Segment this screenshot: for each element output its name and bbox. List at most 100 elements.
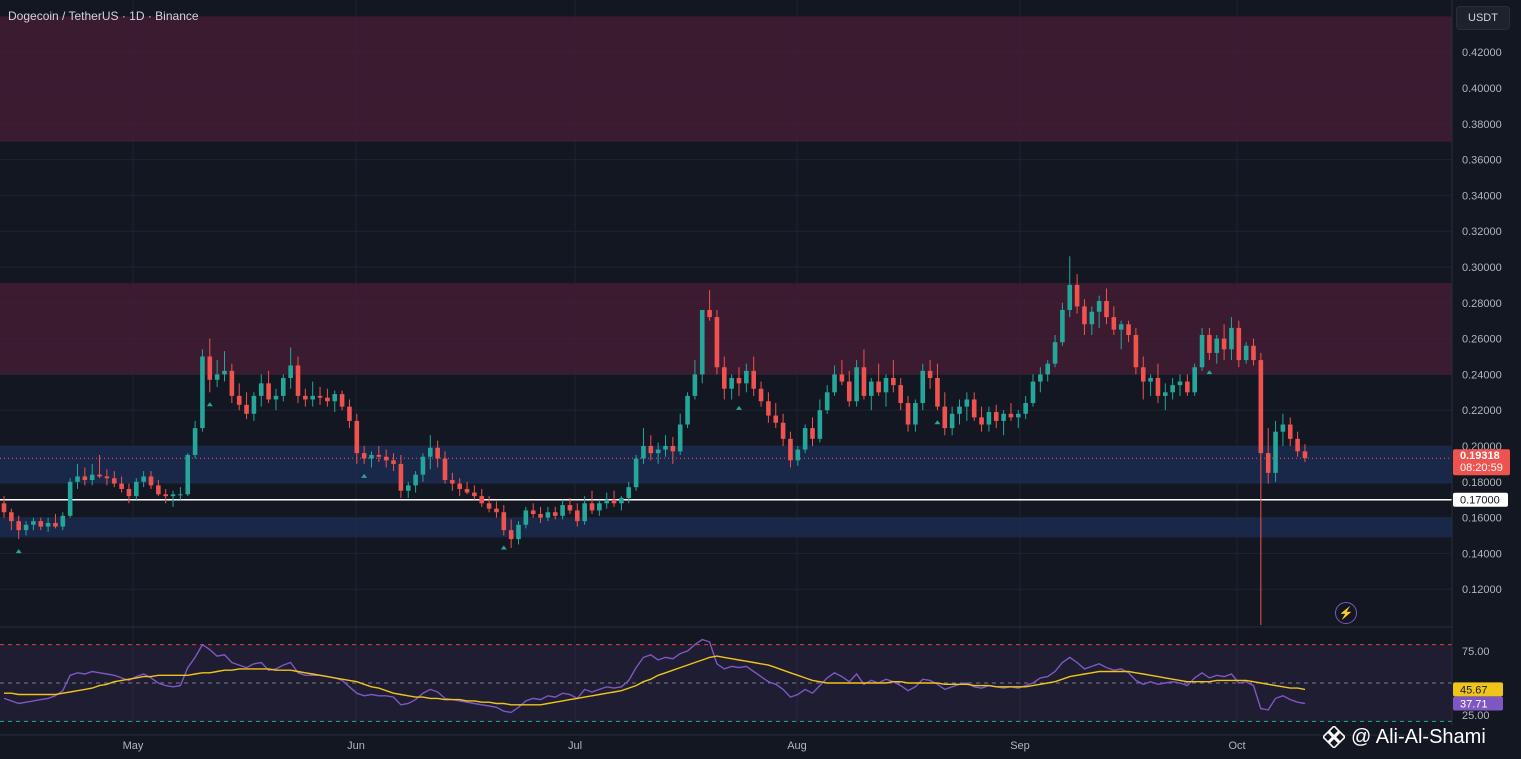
candle <box>251 395 257 414</box>
candle <box>957 406 962 414</box>
candle <box>442 458 448 481</box>
candle <box>795 449 801 461</box>
candle <box>824 392 830 411</box>
candle <box>964 399 970 407</box>
candle <box>883 377 889 393</box>
candle <box>869 381 874 396</box>
candle <box>920 370 926 404</box>
candle <box>1258 360 1264 454</box>
candle <box>1126 324 1131 336</box>
candle <box>707 309 712 318</box>
candle <box>1302 451 1308 459</box>
candle <box>758 388 764 402</box>
candle <box>773 415 779 423</box>
candle <box>200 356 205 429</box>
candle <box>891 377 896 386</box>
countdown-label: 08:20:59 <box>1460 462 1503 474</box>
candle <box>567 505 573 511</box>
candle <box>185 454 191 495</box>
price-tick-label: 0.24000 <box>1462 369 1502 381</box>
month-label: Jul <box>568 740 582 752</box>
candle <box>751 370 756 389</box>
candle <box>1001 413 1006 421</box>
candle <box>560 505 565 516</box>
candle <box>993 411 999 421</box>
candle <box>1251 345 1256 361</box>
candle <box>420 456 426 475</box>
candle <box>119 483 124 489</box>
price-tick-label: 0.26000 <box>1462 334 1502 346</box>
candle <box>942 406 948 429</box>
resistance-zone <box>0 16 1452 142</box>
candle <box>405 485 411 491</box>
candle <box>832 374 837 393</box>
candle <box>971 399 977 418</box>
last-price-tag <box>1453 449 1510 476</box>
candle <box>207 356 213 380</box>
candle <box>905 403 911 425</box>
candle <box>170 494 176 497</box>
candle <box>626 487 632 498</box>
candle <box>633 458 639 488</box>
candle <box>31 521 36 525</box>
candle <box>332 394 338 402</box>
candle <box>949 413 955 429</box>
candle <box>354 420 360 454</box>
price-tick-label: 0.36000 <box>1462 155 1502 167</box>
candle <box>413 474 418 486</box>
candle <box>67 481 73 516</box>
candle <box>597 503 602 511</box>
candle <box>236 395 242 405</box>
candle <box>582 503 587 522</box>
candle <box>604 499 609 504</box>
month-label: Aug <box>787 740 807 752</box>
candle <box>222 370 227 375</box>
candle <box>472 492 477 497</box>
lightning-icon[interactable]: ⚡ <box>1335 602 1357 624</box>
price-tick-label: 0.14000 <box>1462 548 1502 560</box>
candle <box>141 476 146 482</box>
candle <box>1118 324 1124 330</box>
candle <box>9 512 14 522</box>
candle <box>663 446 668 450</box>
candle <box>317 395 323 398</box>
candle <box>766 401 771 416</box>
symbol-title: Dogecoin / TetherUS · 1D · Binance <box>8 9 199 23</box>
candle <box>295 365 301 396</box>
candle <box>516 524 521 540</box>
candle <box>1060 309 1065 343</box>
buy-signal-marker <box>206 402 213 407</box>
candle <box>486 503 492 509</box>
price-tick-label: 0.22000 <box>1462 405 1502 417</box>
candle <box>619 497 624 504</box>
candle <box>1052 342 1058 364</box>
currency-selector[interactable]: USDT <box>1456 6 1510 30</box>
candle <box>450 480 455 484</box>
candle <box>464 488 470 493</box>
rsi-tick-label: 25.00 <box>1462 710 1490 722</box>
candle <box>1236 327 1242 361</box>
candle <box>898 385 903 404</box>
candle <box>192 428 198 455</box>
candle <box>979 417 984 425</box>
candle <box>744 370 749 384</box>
month-label: Oct <box>1228 740 1245 752</box>
candle <box>281 377 286 396</box>
candle <box>575 510 580 522</box>
candle <box>1229 327 1234 350</box>
candle <box>722 367 727 389</box>
candle <box>347 406 352 421</box>
candle <box>266 383 271 400</box>
candle <box>163 494 168 497</box>
price-tick-label: 0.30000 <box>1462 262 1502 274</box>
candle <box>611 499 617 504</box>
candle <box>1243 345 1249 361</box>
candle <box>1089 311 1095 325</box>
candle <box>846 381 852 402</box>
buy-signal-marker <box>934 420 941 425</box>
candle <box>288 365 293 378</box>
support-zone <box>0 446 1452 484</box>
price-tick-label: 0.32000 <box>1462 226 1502 238</box>
candle <box>111 478 117 484</box>
